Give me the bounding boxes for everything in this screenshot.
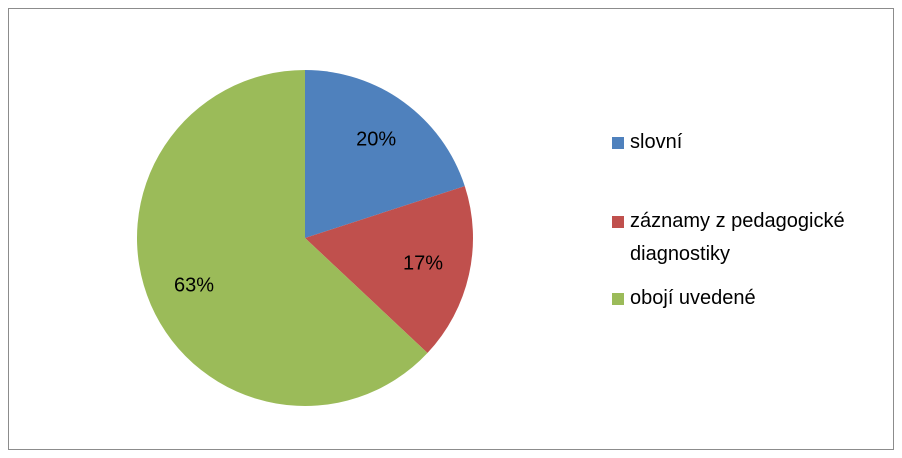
legend-swatch [612, 137, 624, 149]
pie-slice [305, 186, 473, 354]
data-label: 17% [403, 253, 443, 275]
data-label: 63% [174, 274, 214, 296]
legend-item: slovní [612, 126, 900, 159]
legend-item: záznamy z pedagogické diagnostiky [612, 205, 900, 271]
legend-label: slovní [630, 131, 683, 153]
legend-item: obojí uvedené [612, 282, 900, 315]
data-label: 20% [356, 128, 396, 150]
legend-label: obojí uvedené [630, 287, 756, 309]
pie-slice [305, 70, 465, 238]
pie-slice [136, 70, 428, 407]
legend-swatch [612, 216, 624, 228]
legend-swatch [612, 293, 624, 305]
legend-label: záznamy z pedagogické diagnostiky [630, 210, 845, 265]
